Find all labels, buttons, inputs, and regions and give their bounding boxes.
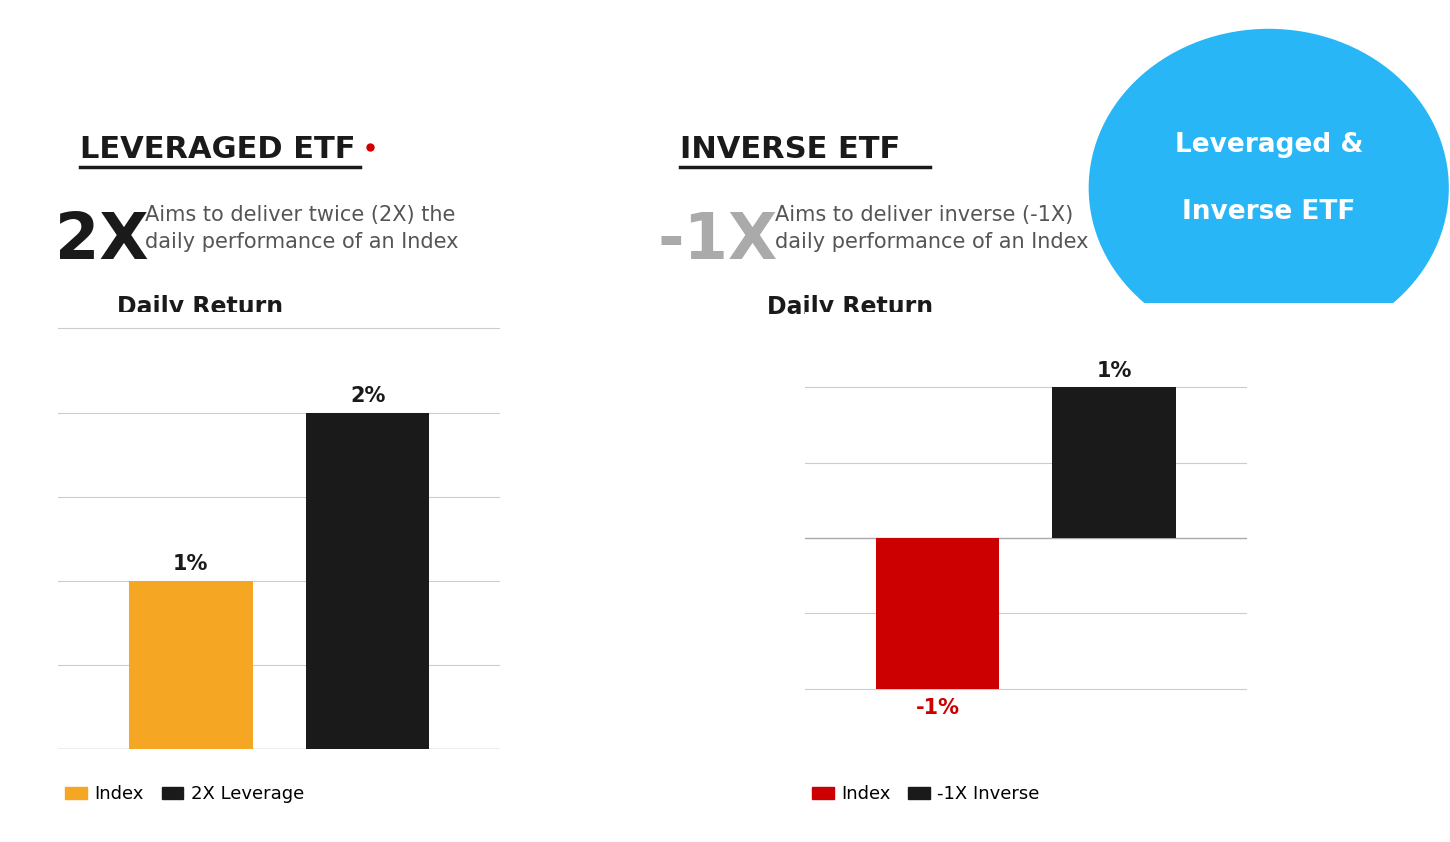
Text: Daily Return: Daily Return — [767, 295, 932, 319]
Legend: Index, 2X Leverage: Index, 2X Leverage — [58, 778, 312, 810]
Text: Aims to deliver twice (2X) the: Aims to deliver twice (2X) the — [145, 205, 455, 225]
Text: -1%: -1% — [915, 698, 960, 718]
Text: Daily Return: Daily Return — [117, 295, 283, 319]
Text: 2X: 2X — [55, 210, 148, 272]
Text: Aims to deliver inverse (-1X): Aims to deliver inverse (-1X) — [774, 205, 1073, 225]
Bar — [1053, 387, 1176, 538]
Text: 1%: 1% — [173, 554, 209, 574]
Text: INVERSE ETF: INVERSE ETF — [680, 135, 900, 164]
Text: 1%: 1% — [1096, 361, 1132, 381]
Text: daily performance of an Index: daily performance of an Index — [774, 232, 1089, 252]
Legend: Index, -1X Inverse: Index, -1X Inverse — [805, 778, 1047, 810]
Text: Inverse ETF: Inverse ETF — [1182, 200, 1356, 225]
Text: -1X: -1X — [658, 210, 779, 272]
Text: Leveraged &: Leveraged & — [1174, 132, 1363, 158]
Ellipse shape — [1089, 29, 1449, 347]
Bar — [129, 581, 252, 749]
Bar — [876, 538, 999, 689]
Text: 2%: 2% — [349, 386, 386, 406]
Bar — [306, 413, 429, 749]
Text: daily performance of an Index: daily performance of an Index — [145, 232, 458, 252]
Text: LEVERAGED ETF: LEVERAGED ETF — [80, 135, 355, 164]
